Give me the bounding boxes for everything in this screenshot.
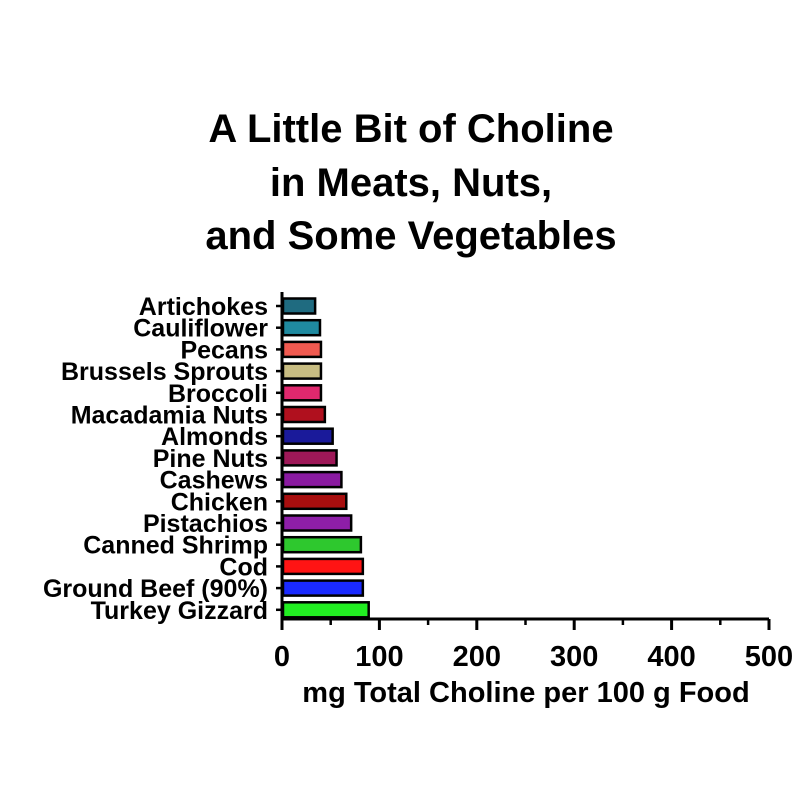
category-label-broccoli: Broccoli: [168, 380, 268, 408]
category-label-cashews: Cashews: [160, 467, 268, 495]
category-label-turkey-gizzard: Turkey Gizzard: [91, 597, 268, 625]
bar-almonds: [281, 427, 334, 445]
bar-brussels-sprouts: [281, 362, 323, 380]
category-label-pecans: Pecans: [180, 336, 268, 364]
category-label-pistachios: Pistachios: [143, 510, 268, 538]
x-axis-label: mg Total Choline per 100 g Food: [302, 677, 749, 709]
bar-artichokes: [281, 297, 317, 315]
category-label-canned-shrimp: Canned Shrimp: [83, 532, 268, 560]
bar-turkey-gizzard: [281, 601, 370, 619]
x-axis-ticks: 0 100 200 300 400 500: [274, 619, 793, 673]
bar-pistachios: [281, 514, 353, 532]
bar-broccoli: [281, 384, 323, 402]
bar-pecans: [281, 340, 323, 359]
bar-canned-shrimp: [281, 535, 363, 554]
category-label-brussels-sprouts: Brussels Sprouts: [61, 358, 268, 386]
x-tick-label-0: 0: [274, 641, 290, 673]
chart-title-line-3: and Some Vegetables: [205, 214, 616, 258]
category-label-cod: Cod: [219, 553, 268, 581]
chart-title: A Little Bit of Choline in Meats, Nuts, …: [205, 107, 616, 258]
bar-chicken: [281, 492, 348, 511]
bar-pine-nuts: [281, 449, 338, 467]
chart-title-line-2: in Meats, Nuts,: [270, 161, 552, 205]
x-tick-label-200: 200: [453, 641, 501, 673]
bar-cashews: [281, 470, 343, 489]
category-label-macadamia-nuts: Macadamia Nuts: [71, 402, 268, 430]
bar-cauliflower: [281, 318, 322, 337]
x-tick-label-100: 100: [355, 641, 403, 673]
category-label-chicken: Chicken: [171, 488, 268, 516]
x-tick-label-500: 500: [745, 641, 793, 673]
bar-ground-beef-90: [281, 579, 365, 597]
bar-macadamia-nuts: [281, 405, 327, 424]
category-label-artichokes: Artichokes: [139, 293, 268, 321]
x-tick-label-400: 400: [647, 641, 695, 673]
chart-title-line-1: A Little Bit of Choline: [208, 107, 613, 151]
x-tick-label-300: 300: [550, 641, 598, 673]
bars-group: [281, 297, 370, 619]
category-label-pine-nuts: Pine Nuts: [153, 445, 268, 473]
category-label-cauliflower: Cauliflower: [133, 315, 268, 343]
category-label-ground-beef-90: Ground Beef (90%): [43, 575, 268, 603]
bar-cod: [281, 557, 365, 576]
category-label-almonds: Almonds: [161, 423, 268, 451]
